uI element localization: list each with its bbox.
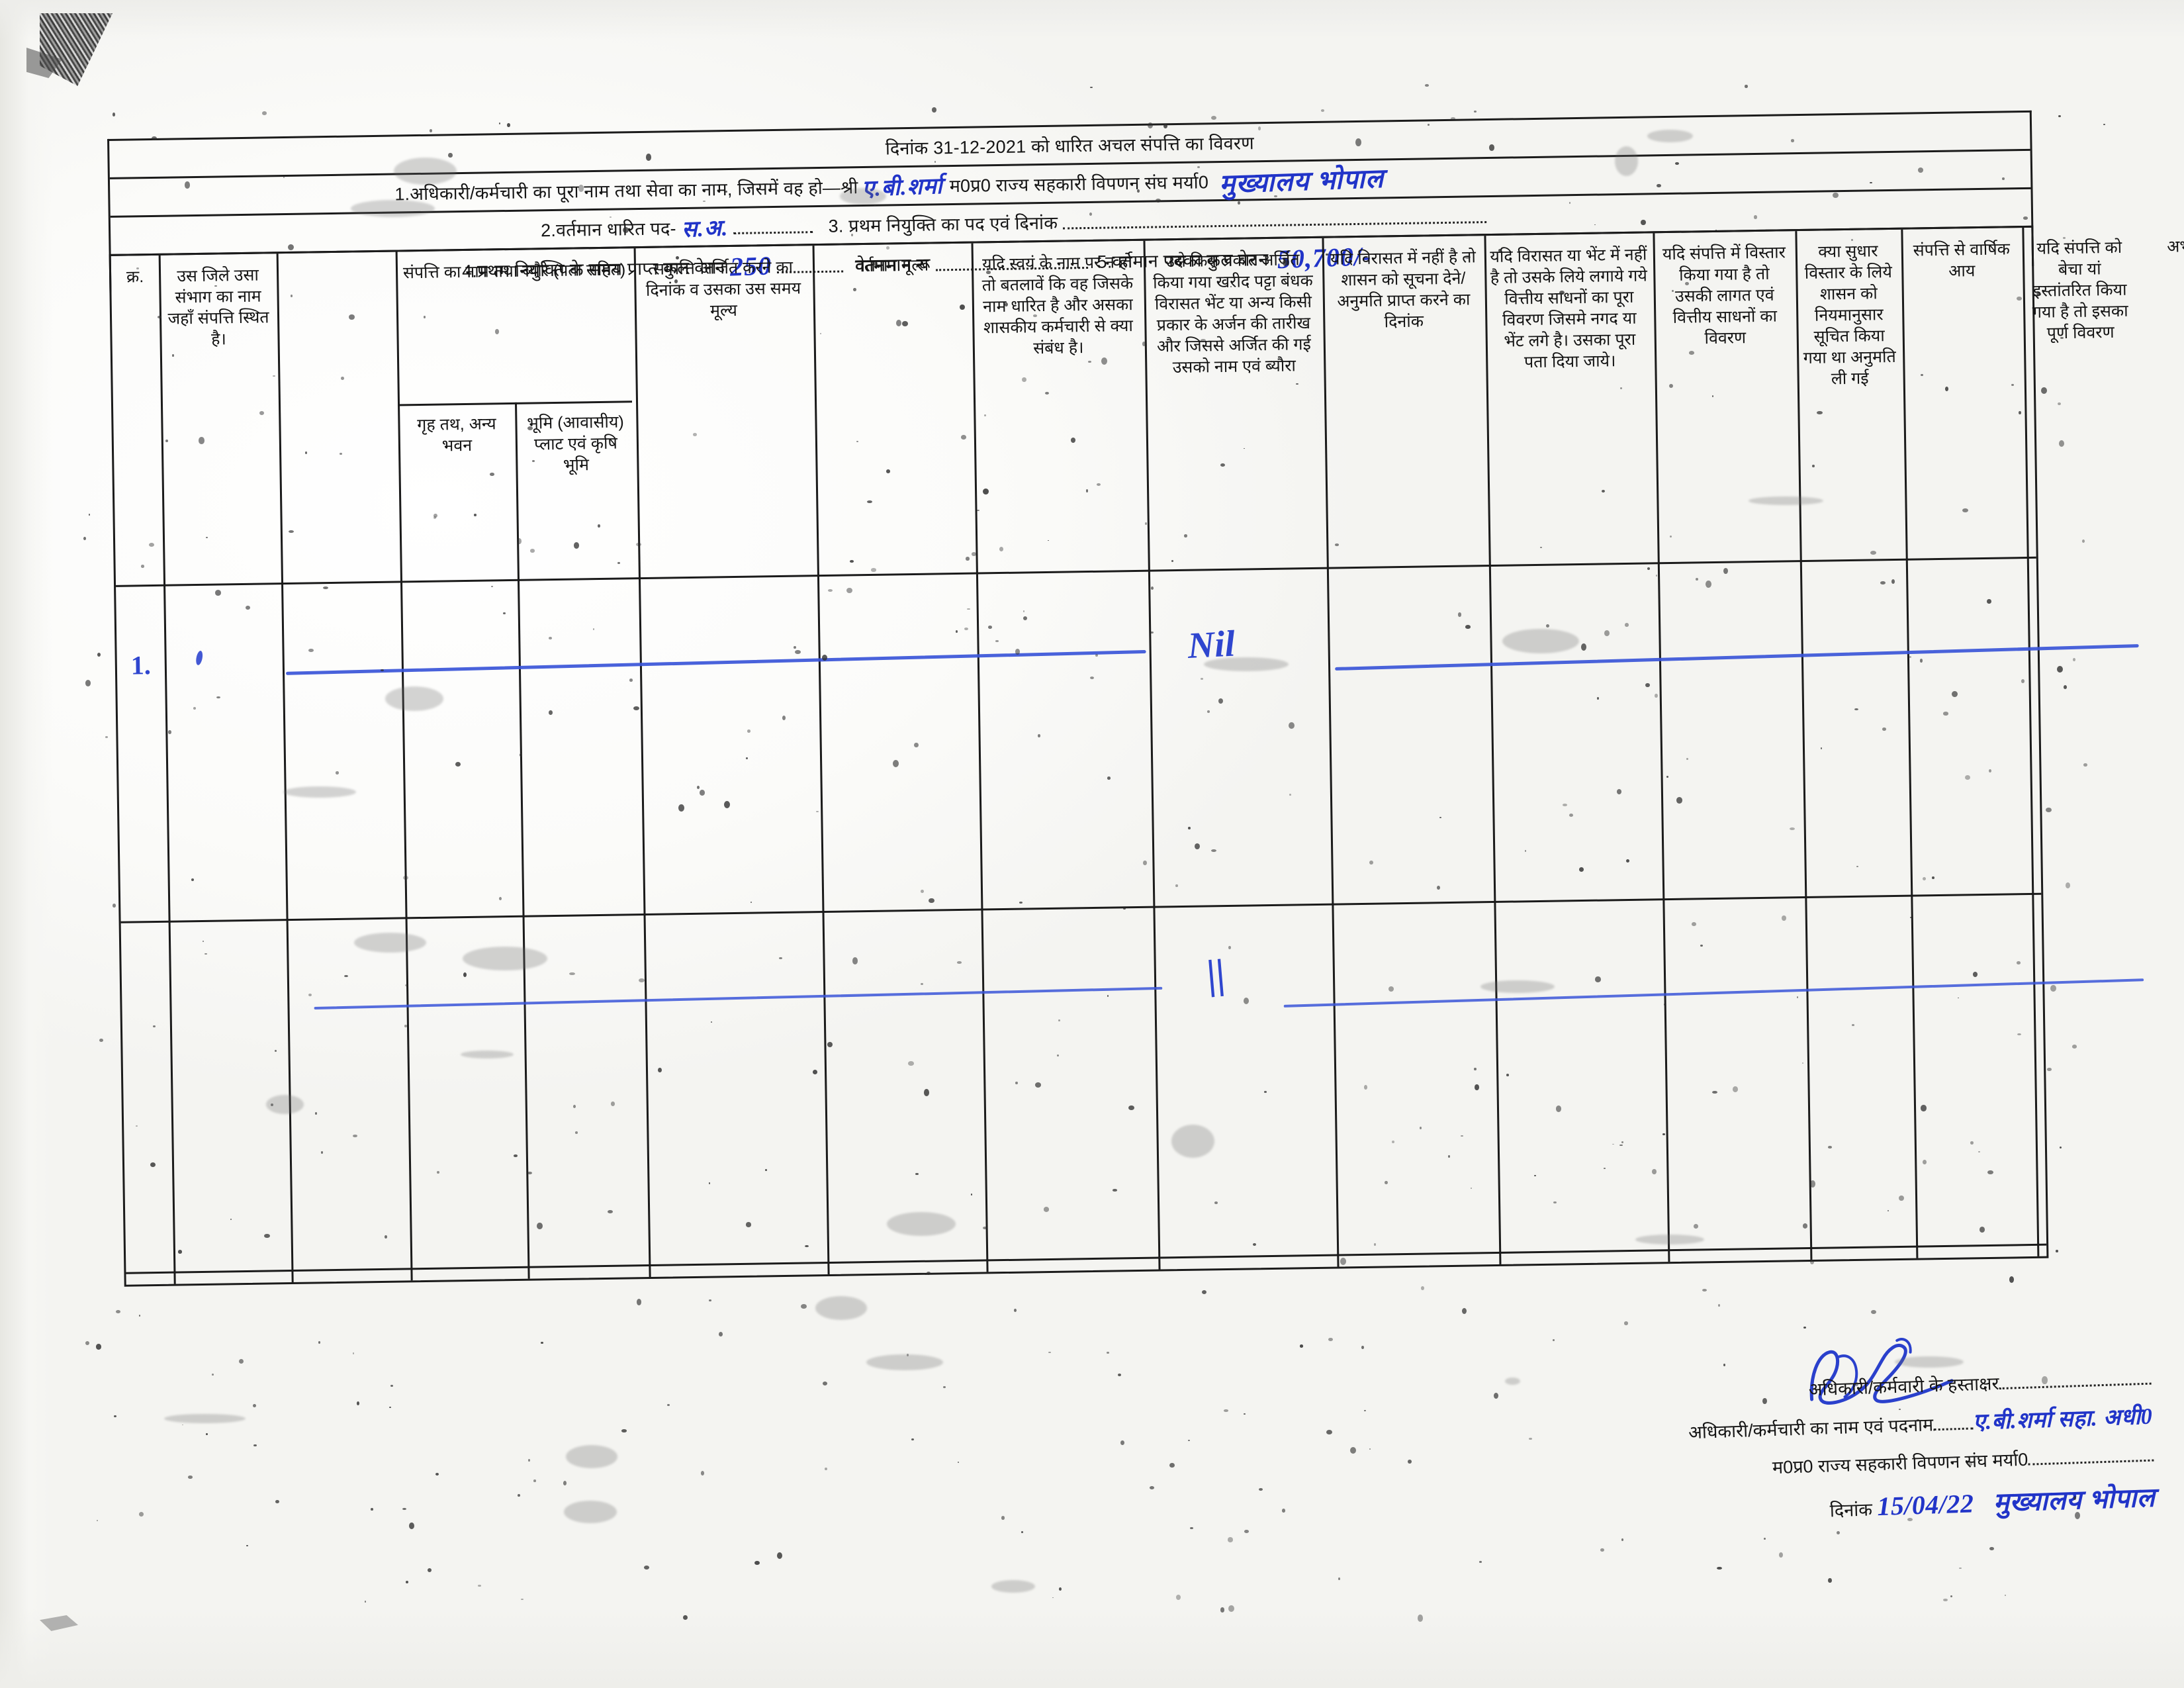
col-header-govt-info-date: यदि विरासत में नहीं है तो शासन को सूचना …: [1324, 241, 1483, 334]
field-firstappt-label: 3. प्रथम नियुक्ति का पद एवं दिनांक: [828, 212, 1058, 236]
field-org-value: मुख्यालय भोपाल: [1218, 163, 1385, 199]
table-row-2-strike-right: [1283, 978, 2144, 1008]
col-header-sold-transferred-text: यदि संपत्ति को बेचा यां इस्तांतरित किया …: [2032, 238, 2128, 343]
col-header-extension-cost-text: यदि संपत्ति में विस्तार किया गया है तो उ…: [1662, 243, 1786, 348]
col-rule-6: [812, 246, 830, 1274]
field-name-value: ए.बी.शर्मा: [861, 173, 944, 201]
col-header-district: उस जिले उसा संभाग का नाम जहाँ संपत्ति स्…: [161, 259, 276, 351]
table-bottom-rule: [126, 1243, 2047, 1274]
col-rule-3: [395, 252, 413, 1281]
table-row-1-sno: 1.: [118, 643, 163, 682]
col-header-land: भूमि (आवासीय) प्लाट एवं कृषि भूमि: [517, 406, 635, 477]
field-org-label: म0प्र0 राज्य सहकारी विपणन संघ मर्या0: [949, 172, 1209, 197]
scan-edge-left: [0, 0, 53, 1688]
col-rule-5: [633, 248, 651, 1278]
row1-bottom-rule: [120, 892, 2042, 923]
field-post-value: स.अ.: [681, 215, 729, 242]
field-post-label: 2.वर्तमान धारित पद-: [540, 218, 676, 241]
property-details-table: क्र. उस जिले उसा संभाग का नाम जहाँ संपत्…: [109, 225, 2184, 1287]
table-row-1-entry-text: Nil: [1187, 623, 1236, 667]
scan-edge-top: [0, 0, 2184, 40]
col-rule-8: [1143, 240, 1161, 1270]
col-header-not-own-name: यदि स्वयं के नाम पर न हो तो बतलावें कि व…: [974, 246, 1142, 360]
col-header-not-own-name-text: यदि स्वयं के नाम पर न हो तो बतलावें कि व…: [981, 253, 1134, 358]
footer-name-label: अधिकारी/कर्मचारी का नाम एवं पदनाम: [1688, 1415, 1934, 1443]
col-rule-10: [1484, 236, 1502, 1264]
col-header-govt-info-date-text: यदि विरासत में नहीं है तो शासन को सूचना …: [1330, 248, 1477, 332]
col-header-financial-means: यदि विरासत या भेंट में नहीं है तो उसके ल…: [1486, 238, 1653, 373]
table-row-1-sno-text: 1.: [130, 650, 152, 680]
field-name-label: 1.अधिकारी/कर्मचारी का पूरा नाम तथा सेवा …: [394, 177, 858, 205]
col-header-acquired-date-text: सम्पत्ति अर्जित करने का दिनांक व उसका उस…: [645, 258, 801, 320]
footer-date-label: दिनांक: [1829, 1499, 1873, 1521]
col-rule-1: [158, 255, 176, 1284]
col-header-how-acquired: उसे किस प्रकार अर्जित किया गया खरीद पट्ट…: [1146, 244, 1322, 379]
col-rule-13: [1901, 229, 1919, 1258]
table-row-2-entry-text: ||: [1205, 951, 1228, 998]
col-header-remarks-text: अभ्युक्ति: [2167, 236, 2184, 256]
table-row-1-entry: Nil: [1187, 623, 1236, 667]
col-header-sno-text: क्र.: [126, 267, 144, 287]
table-row-2-entry: ||: [1205, 951, 1227, 999]
col-rule-14: [2022, 228, 2040, 1256]
col-rule-2: [276, 254, 294, 1283]
col-header-permission: क्या सुधार विस्तार के लिये शासन को नियमा…: [1797, 235, 1901, 390]
col-header-current-value: वर्तमान मूल्य: [815, 249, 970, 277]
col-header-permission-text: क्या सुधार विस्तार के लिये शासन को नियमा…: [1803, 242, 1896, 389]
page-title: दिनांक 31-12-2021 को धारित अचल संपत्ति क…: [885, 133, 1255, 159]
footer-signature-label: अधिकारी/कर्मवारी के हस्ताक्षर: [1808, 1374, 1999, 1400]
col-header-sold-transferred: यदि संपत्ति को बेचा यां इस्तांतरित किया …: [2024, 232, 2135, 344]
header-bottom-rule: [116, 556, 2036, 587]
officer-signature: [1797, 1334, 1997, 1409]
col-rule-11: [1653, 233, 1670, 1262]
table-row-1-strike-left: [286, 649, 1146, 675]
col-header-extension-cost: यदि संपत्ति में विस्तार किया गया है तो उ…: [1655, 236, 1794, 350]
col-header-annual-income: संपत्ति से वार्षिक आय: [1903, 233, 2020, 283]
col-rule-9: [1322, 238, 1340, 1267]
col-header-property-name-text: संपत्ति का नाम तथा ब्यौरे (पता सहित): [402, 260, 626, 283]
col-header-acquired-date: सम्पत्ति अर्जित करने का दिनांक व उसका उस…: [636, 251, 811, 322]
col-header-land-text: भूमि (आवासीय) प्लाट एवं कृषि भूमि: [527, 412, 624, 475]
table-row-2-strike-left: [314, 986, 1163, 1010]
col-header-annual-income-text: संपत्ति से वार्षिक आय: [1913, 240, 2011, 281]
table-row-1-pen-mark: [195, 650, 204, 666]
col-header-remarks: अभ्युक्ति: [2138, 230, 2184, 258]
col-rule-7: [971, 243, 989, 1272]
col-rule-4: [515, 402, 530, 1279]
footer-date-value: 15/04/22: [1876, 1488, 1975, 1522]
col-header-sno: क्र.: [113, 261, 158, 288]
footer-name-dots: [1933, 1415, 1974, 1431]
col-header-current-value-text: वर्तमान मूल्य: [854, 256, 929, 276]
dotted-fill-post: [733, 218, 813, 234]
dotted-fill-firstappt: [1062, 208, 1487, 230]
footer-org-label: म0प्र0 राज्य सहकारी विपणन संघ मर्या0: [1772, 1449, 2028, 1478]
col-header-house-text: गृह तथ, अन्य भवन: [417, 414, 496, 455]
scan-edge-bottom: [0, 1609, 2184, 1688]
footer-org-value: मुख्यालय भोपाल: [1993, 1482, 2156, 1518]
footer-block: अधिकारी/कर्मवारी के हस्ताक्षर अधिकारी/कर…: [1489, 1362, 2156, 1544]
footer-signature-dots: [1999, 1370, 2152, 1390]
col-header-how-acquired-text: उसे किस प्रकार अर्जित किया गया खरीद पट्ट…: [1152, 250, 1313, 377]
footer-name-value: ए.बी.शर्मा सहा. अधी0: [1972, 1404, 2153, 1435]
footer-org-dots: [2027, 1447, 2154, 1466]
col-header-property-name: संपत्ति का नाम तथा ब्यौरे (पता सहित): [398, 254, 631, 283]
col-header-district-text: उस जिले उसा संभाग का नाम जहाँ संपत्ति स्…: [167, 265, 269, 349]
col-header-house: गृह तथ, अन्य भवन: [400, 408, 514, 457]
col-header-financial-means-text: यदि विरासत या भेंट में नहीं है तो उसके ल…: [1490, 245, 1648, 372]
table-row-1-strike-right: [1335, 644, 2139, 671]
